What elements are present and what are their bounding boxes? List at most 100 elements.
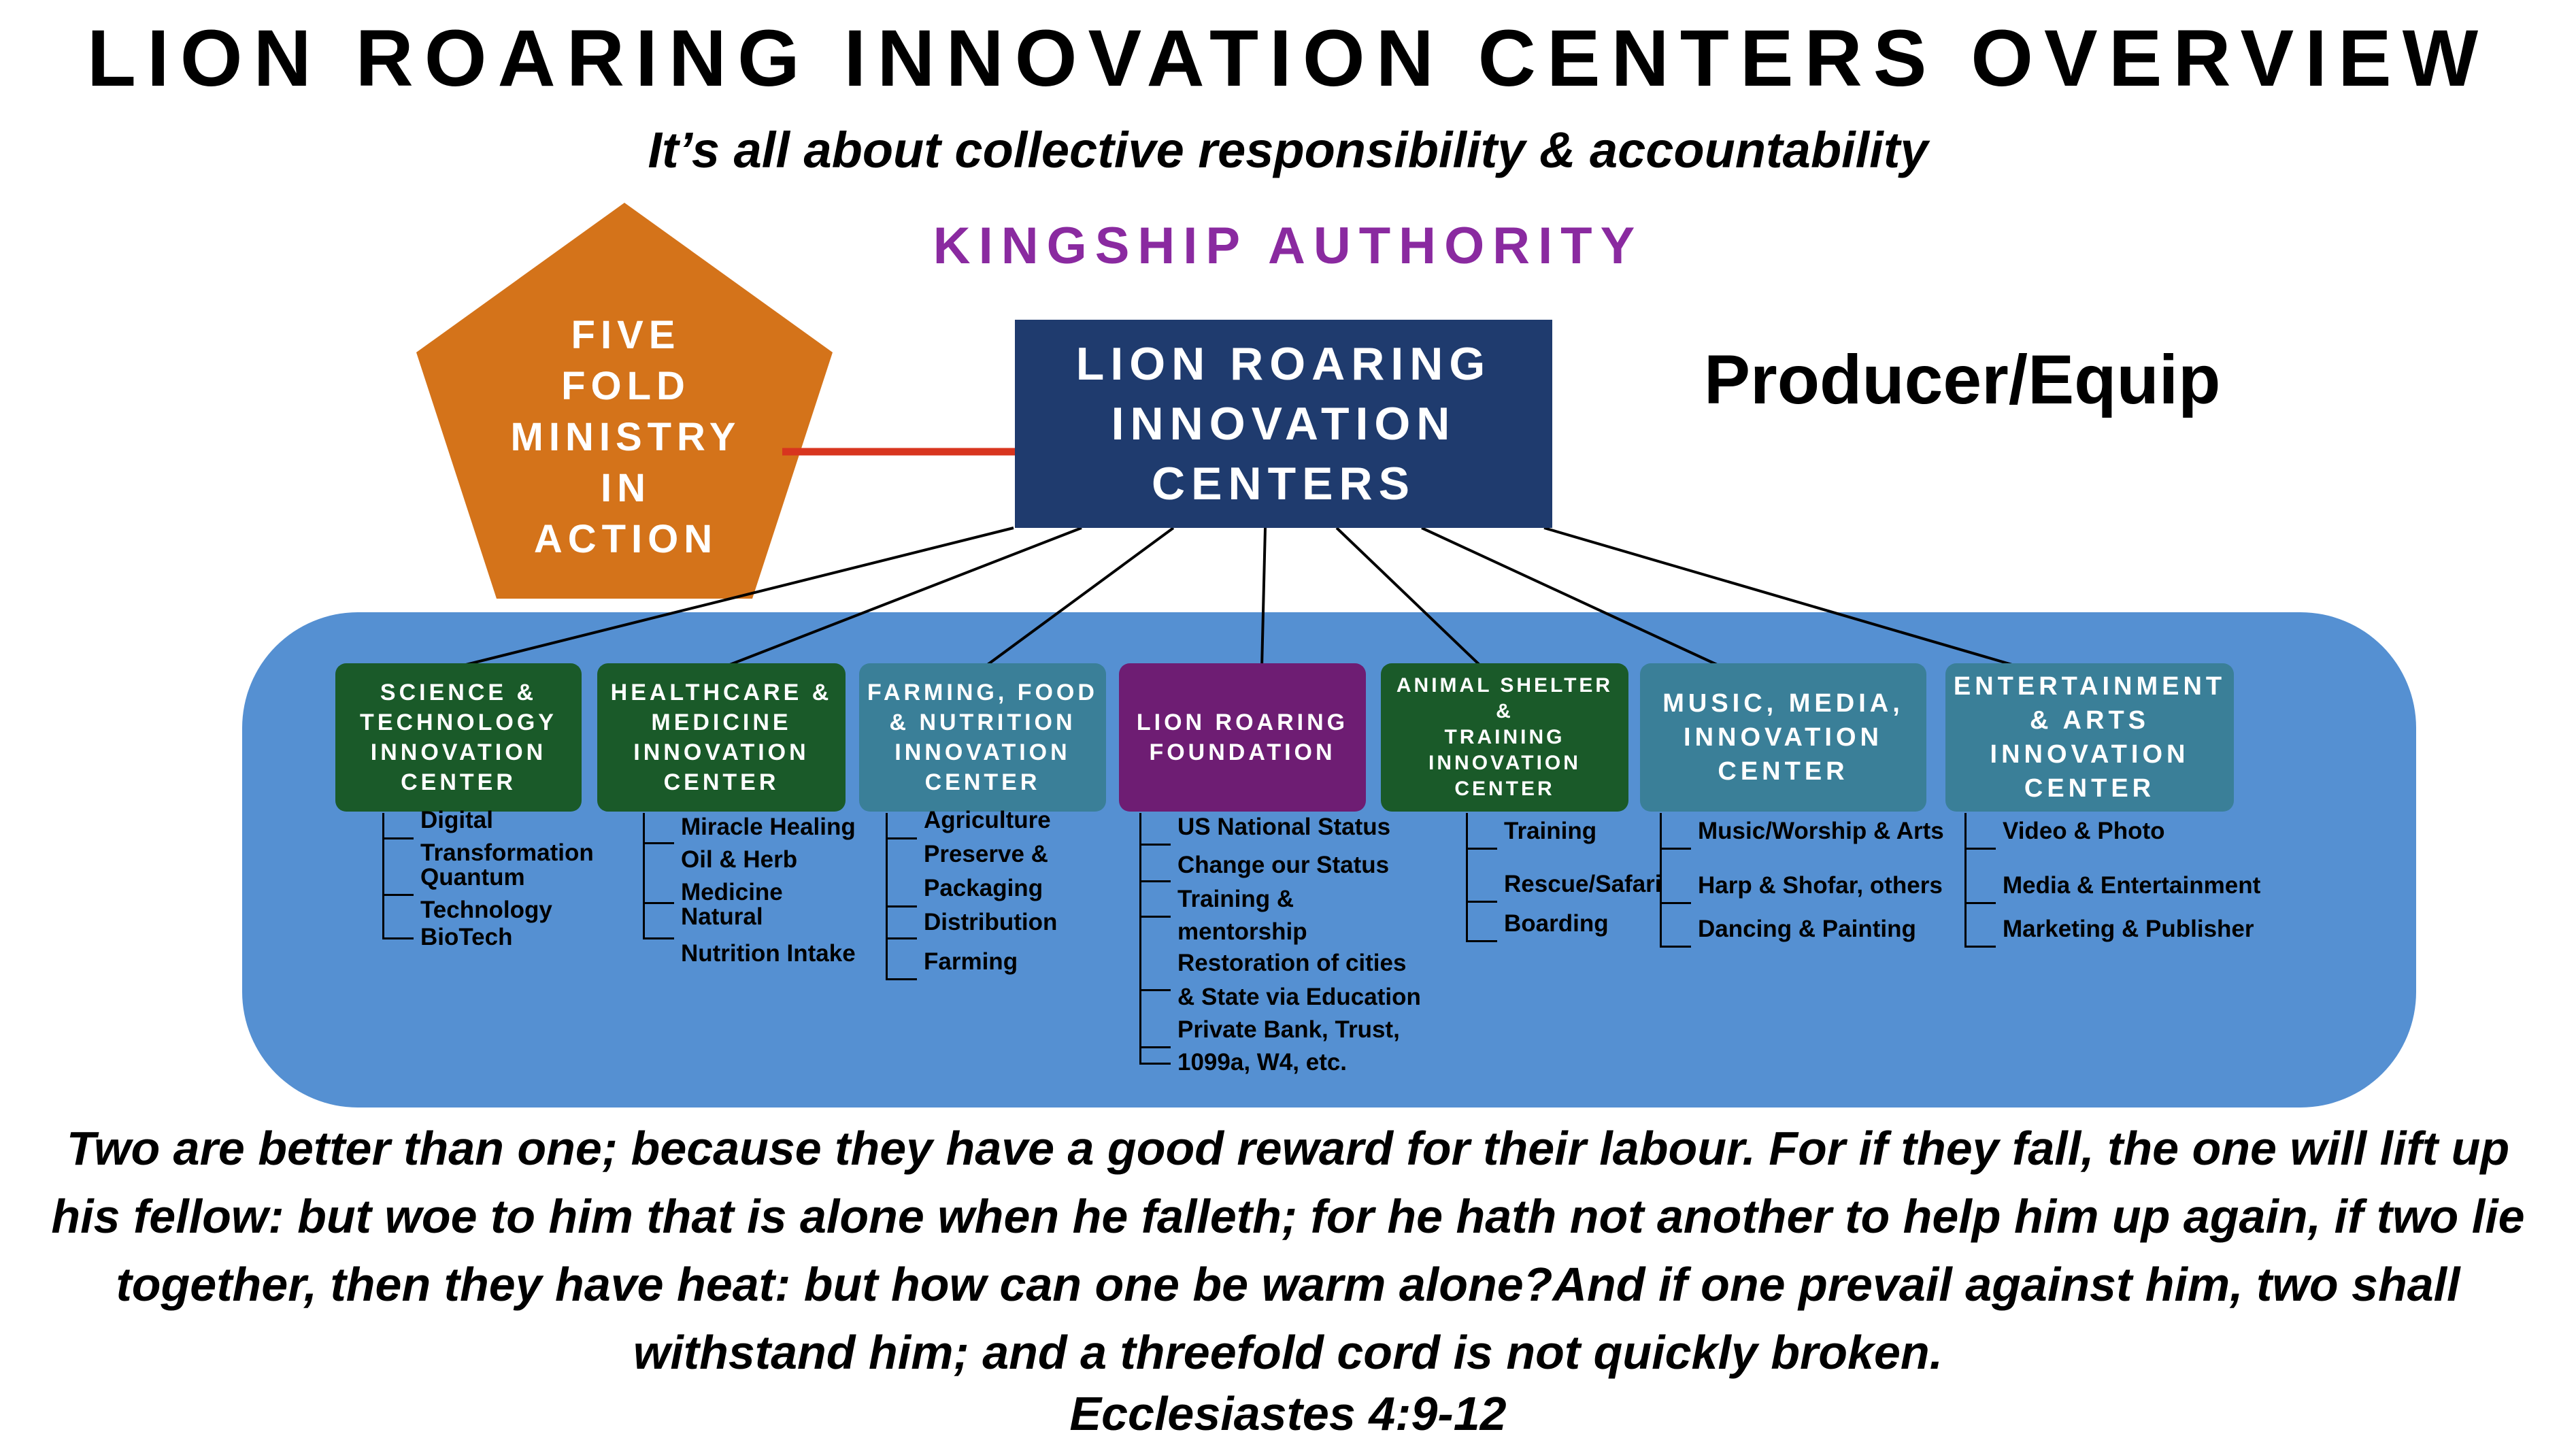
center-box-line: INNOVATION <box>894 739 1071 765</box>
center-box-line: TRAINING <box>1444 726 1565 748</box>
main-box-line: CENTERS <box>1152 458 1416 510</box>
link-line <box>1335 527 1484 669</box>
center-box-line: CENTER <box>401 769 516 795</box>
center-item: Distribution <box>924 909 1058 935</box>
center-item: Agriculture <box>924 807 1051 833</box>
center-item: & State via Education <box>1177 984 1421 1010</box>
center-box-line: LION ROARING <box>1136 710 1349 735</box>
bracket-tick <box>886 937 917 939</box>
five-fold-ministry-pentagon <box>416 203 833 599</box>
center-item: 1099a, W4, etc. <box>1177 1049 1348 1076</box>
bracket-tick <box>1964 848 1996 850</box>
center-box-line: MEDICINE <box>651 710 792 735</box>
center-item: Technology <box>420 897 552 923</box>
center-item: Restoration of cities <box>1177 950 1407 976</box>
center-item: Harp & Shofar, others <box>1698 872 1943 899</box>
center-box: SCIENCE & TECHNOLOGY INNOVATION CENTER <box>335 663 582 812</box>
center-item: Preserve & <box>924 841 1048 867</box>
bracket-tick <box>1660 946 1691 948</box>
pentagon-line: FIVE <box>571 313 681 357</box>
center-item: Transformation <box>420 839 594 866</box>
center-item: US National Status <box>1177 814 1391 840</box>
bracket-tick <box>1466 901 1497 903</box>
bracket-tick <box>1466 940 1497 942</box>
link-line <box>1421 527 1725 669</box>
producer-equip-label: Producer/Equip <box>1704 341 2221 418</box>
bracket-tick <box>1964 902 1996 904</box>
center-box-line: TECHNOLOGY <box>360 710 557 735</box>
bracket-tick <box>643 842 674 844</box>
bracket-tick <box>1139 880 1171 882</box>
center-item: Dancing & Painting <box>1698 916 1916 942</box>
center-box-line: CENTER <box>924 769 1041 795</box>
center-box-line: CENTER <box>2024 774 2156 803</box>
bracket-tick <box>382 894 414 896</box>
center-box-line: & NUTRITION <box>889 710 1076 735</box>
pentagon-line: IN <box>601 466 651 510</box>
center-box-line: ENTERTAINMENT <box>1953 672 2226 701</box>
center-item: Oil & Herb <box>681 846 798 873</box>
center-item: Marketing & Publisher <box>2003 916 2254 942</box>
center-item: Boarding <box>1504 910 1609 937</box>
center-box-line: CENTER <box>663 769 780 795</box>
scripture-reference: Ecclesiastes 4:9-12 <box>1069 1387 1507 1440</box>
bracket-tick <box>643 937 674 939</box>
scripture-verse: Two are better than one; because they ha… <box>51 1122 2525 1379</box>
main-box-line: LION ROARING <box>1075 338 1492 390</box>
bracket-tick <box>1139 989 1171 991</box>
bracket-tick <box>886 978 917 980</box>
bracket-tick <box>643 902 674 904</box>
center-item: BioTech <box>420 924 513 950</box>
center-item: Media & Entertainment <box>2003 872 2261 899</box>
center-box: LION ROARING FOUNDATION <box>1119 663 1366 812</box>
center-item: Rescue/Safari <box>1504 871 1662 897</box>
bracket-tick <box>1660 902 1691 904</box>
center-box: ANIMAL SHELTER & TRAINING INNOVATION CENTER <box>1381 663 1628 812</box>
center-item: Music/Worship & Arts <box>1698 818 1944 844</box>
center-box-line: FARMING, FOOD <box>867 680 1098 705</box>
center-item: Training <box>1504 818 1597 844</box>
center-item: Farming <box>924 948 1018 975</box>
center-box-line: INNOVATION <box>370 739 547 765</box>
center-item: Video & Photo <box>2003 818 2165 844</box>
center-item: Private Bank, Trust, <box>1177 1016 1400 1043</box>
main-box-line: INNOVATION <box>1111 398 1456 450</box>
center-box-line: HEALTHCARE & <box>610 680 833 705</box>
center-box: FARMING, FOOD & NUTRITION INNOVATION CENTER <box>859 663 1106 812</box>
center-item: Miracle Healing <box>681 814 856 840</box>
bracket-line <box>1660 813 1662 947</box>
bracket-tick <box>1466 848 1497 850</box>
center-item: Medicine <box>681 879 783 905</box>
link-line <box>720 527 1082 669</box>
link-line <box>982 527 1175 669</box>
bracket-tick <box>1139 844 1171 846</box>
pentagon-line: ACTION <box>533 517 718 561</box>
center-box: ENTERTAINMENT & ARTS INNOVATION CENTER <box>1945 663 2234 812</box>
bracket-line <box>1139 813 1141 1064</box>
pentagon-line: MINISTRY <box>510 415 741 459</box>
bracket-tick <box>886 905 917 907</box>
bracket-tick <box>1139 1046 1171 1048</box>
bracket-tick <box>382 937 414 939</box>
center-box-line: SCIENCE & <box>380 680 537 705</box>
link-line <box>452 527 1014 669</box>
center-box-line: INNOVATION <box>1684 723 1883 752</box>
center-box-line: INNOVATION <box>1990 740 2190 769</box>
center-box-line: CENTER <box>1454 778 1555 800</box>
center-box-line: INNOVATION <box>633 739 809 765</box>
center-box: MUSIC, MEDIA, INNOVATION CENTER <box>1640 663 1926 812</box>
page-subtitle: It’s all about collective responsibility… <box>648 122 1928 178</box>
bracket-tick <box>382 837 414 839</box>
lion-roaring-innovation-centers-box: LION ROARING INNOVATION CENTERS <box>1015 320 1552 528</box>
bracket-tick <box>886 837 917 839</box>
center-box-line: MUSIC, MEDIA, <box>1662 689 1904 718</box>
center-item: Change our Status <box>1177 852 1390 878</box>
center-box-line: INNOVATION <box>1428 752 1581 774</box>
bracket-tick <box>1660 848 1691 850</box>
center-item: Packaging <box>924 875 1043 901</box>
center-item: Training & <box>1177 886 1294 912</box>
bracket-line <box>1466 813 1468 942</box>
bracket-tick <box>1139 916 1171 918</box>
